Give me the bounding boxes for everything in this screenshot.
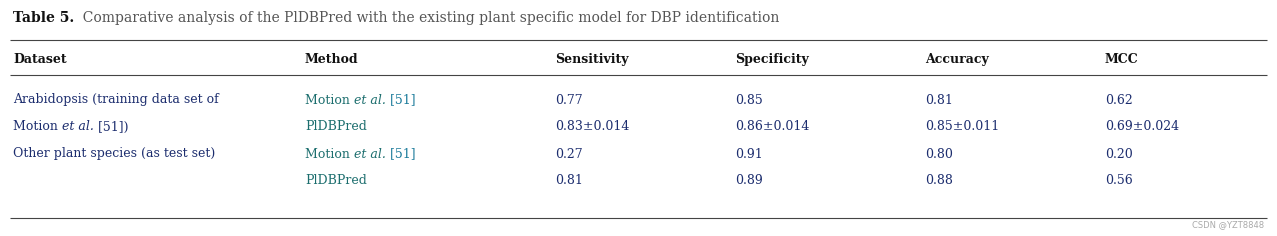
Text: Comparative analysis of the PlDBPred with the existing plant specific model for : Comparative analysis of the PlDBPred wit… bbox=[74, 11, 780, 25]
Text: MCC: MCC bbox=[1105, 53, 1139, 66]
Text: Dataset: Dataset bbox=[13, 53, 66, 66]
Text: et al.: et al. bbox=[354, 93, 386, 106]
Text: 0.69±0.024: 0.69±0.024 bbox=[1105, 121, 1179, 134]
Text: 0.83±0.014: 0.83±0.014 bbox=[555, 121, 630, 134]
Text: 0.81: 0.81 bbox=[555, 174, 582, 187]
Text: Motion: Motion bbox=[305, 93, 354, 106]
Text: 0.20: 0.20 bbox=[1105, 148, 1133, 160]
Text: 0.27: 0.27 bbox=[555, 148, 582, 160]
Text: Accuracy: Accuracy bbox=[925, 53, 988, 66]
Text: [51]): [51]) bbox=[93, 121, 128, 134]
Text: 0.86±0.014: 0.86±0.014 bbox=[736, 121, 810, 134]
Text: Other plant species (as test set): Other plant species (as test set) bbox=[13, 148, 216, 160]
Text: 0.56: 0.56 bbox=[1105, 174, 1133, 187]
Text: 0.91: 0.91 bbox=[736, 148, 762, 160]
Text: 0.88: 0.88 bbox=[925, 174, 953, 187]
Text: Motion: Motion bbox=[13, 121, 61, 134]
Text: 0.89: 0.89 bbox=[736, 174, 762, 187]
Text: CSDN @YZT8848: CSDN @YZT8848 bbox=[1191, 220, 1264, 229]
Text: [51]: [51] bbox=[386, 148, 415, 160]
Text: PlDBPred: PlDBPred bbox=[305, 174, 366, 187]
Text: et al.: et al. bbox=[61, 121, 93, 134]
Text: 0.85: 0.85 bbox=[736, 93, 762, 106]
Text: 0.85±0.011: 0.85±0.011 bbox=[925, 121, 999, 134]
Text: [51]: [51] bbox=[386, 93, 415, 106]
Text: Method: Method bbox=[305, 53, 359, 66]
Text: et al.: et al. bbox=[354, 148, 386, 160]
Text: 0.77: 0.77 bbox=[555, 93, 582, 106]
Text: 0.80: 0.80 bbox=[925, 148, 953, 160]
Text: PlDBPred: PlDBPred bbox=[305, 121, 366, 134]
Text: Motion: Motion bbox=[305, 148, 354, 160]
Text: Arabidopsis (training data set of: Arabidopsis (training data set of bbox=[13, 93, 218, 106]
Text: 0.81: 0.81 bbox=[925, 93, 953, 106]
Text: Specificity: Specificity bbox=[736, 53, 808, 66]
Text: 0.62: 0.62 bbox=[1105, 93, 1133, 106]
Text: Sensitivity: Sensitivity bbox=[555, 53, 628, 66]
Text: Table 5.: Table 5. bbox=[13, 11, 74, 25]
